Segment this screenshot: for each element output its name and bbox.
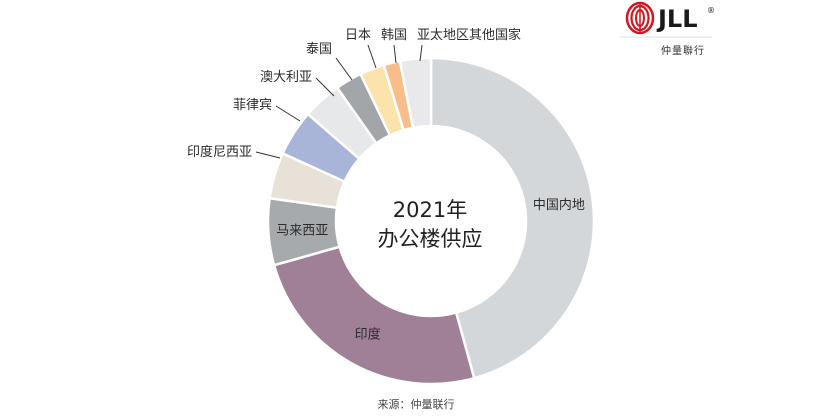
leader-slice-4 <box>255 151 281 159</box>
label-slice-7: 泰国 <box>306 42 332 57</box>
donut-slice-10 <box>398 56 433 130</box>
label-slice-9: 韩国 <box>381 28 407 43</box>
logo-registered: ® <box>707 6 715 15</box>
leader-slice-5 <box>275 105 301 122</box>
label-slice-10: 亚太地区其他国家 <box>417 27 521 43</box>
leader-slice-9 <box>393 44 397 64</box>
donut-slices <box>266 56 596 386</box>
logo-wordmark: JLL <box>656 5 698 33</box>
donut-slice-2 <box>272 245 476 386</box>
source-note: 来源：仲量联行 <box>378 397 455 411</box>
leader-slice-8 <box>367 44 377 69</box>
label-slice-6: 澳大利亚 <box>260 69 312 85</box>
leader-lines <box>255 44 423 159</box>
jll-logo: JLL ® 仲量聯行 <box>620 1 715 57</box>
label-slice-4: 印度尼西亚 <box>187 144 252 160</box>
chart-title-line-1: 2021年 <box>393 198 467 222</box>
leader-slice-6 <box>315 77 335 97</box>
label-slice-3: 马来西亚 <box>276 224 328 239</box>
chart-title-line-2: 办公楼供应 <box>378 227 483 251</box>
label-slice-5: 菲律宾 <box>233 97 272 113</box>
leader-slice-7 <box>335 57 353 81</box>
label-slice-8: 日本 <box>345 28 371 43</box>
logo-subtitle: 仲量聯行 <box>661 44 705 57</box>
label-slice-2: 印度 <box>355 326 381 342</box>
jll-logo-mark-icon <box>625 1 655 35</box>
leader-slice-10 <box>419 44 423 62</box>
donut-slice-1 <box>429 56 596 380</box>
label-slice-1: 中国内地 <box>533 197 585 213</box>
